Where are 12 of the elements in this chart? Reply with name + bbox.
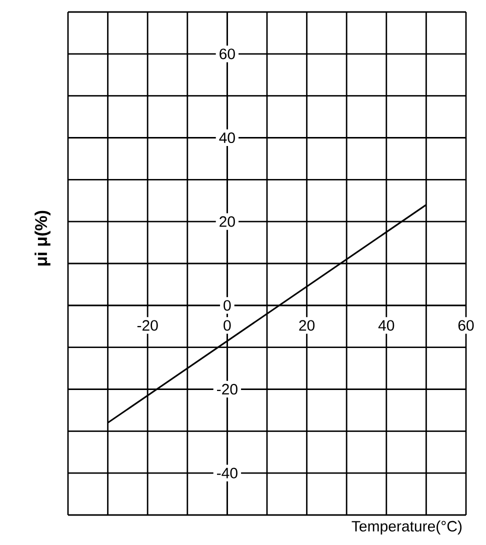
y-tick-label: -40 [217, 468, 238, 478]
x-tick-label: 40 [378, 320, 394, 331]
x-tick-label: -20 [137, 320, 158, 331]
y-tick-label: 60 [220, 48, 235, 60]
y-tick-label: 40 [219, 132, 235, 144]
y-axis-title: μi μ(%) [34, 210, 50, 266]
x-tick-label: 60 [458, 320, 474, 331]
x-axis-title: Temperature(°C) [352, 520, 462, 534]
y-tick-label: 20 [220, 216, 235, 227]
y-tick-label: 0 [224, 300, 231, 311]
y-tick-label: -20 [217, 384, 238, 395]
x-tick-label: 20 [299, 320, 315, 331]
